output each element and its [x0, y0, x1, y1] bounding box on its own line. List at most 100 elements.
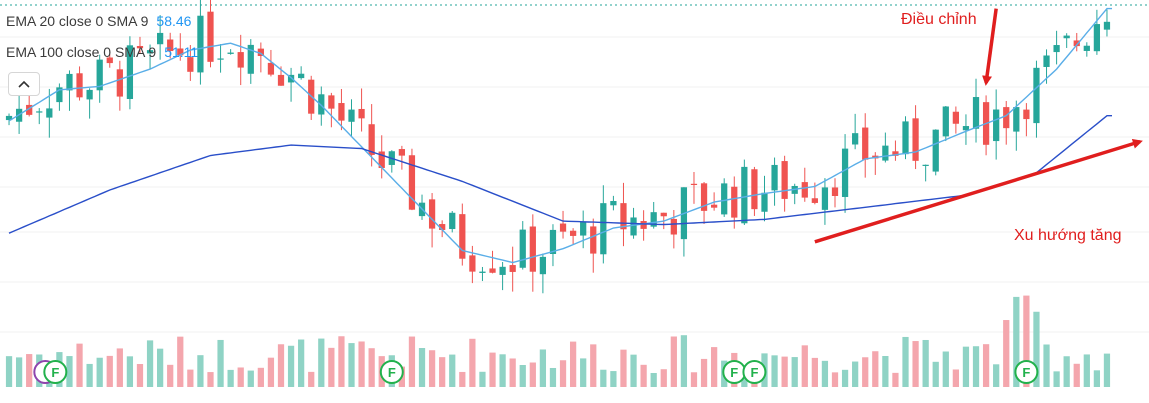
candle-body [1083, 45, 1090, 51]
candle-body [368, 124, 375, 155]
candle-body [237, 52, 244, 68]
candle-body [600, 203, 607, 255]
event-marker-f[interactable]: F [722, 360, 747, 384]
candle-body [1063, 35, 1070, 39]
candle-body [398, 149, 405, 156]
volume-bar [197, 355, 204, 387]
volume-bar [1083, 354, 1090, 387]
candle-body [26, 104, 33, 115]
volume-bar [499, 354, 506, 387]
event-ring [1014, 360, 1039, 384]
candle-body [630, 217, 637, 236]
event-marker-label: F [750, 365, 758, 380]
volume-bar [892, 372, 899, 387]
candle-body [741, 166, 748, 224]
event-marker-f[interactable]: F [1014, 360, 1039, 384]
candle-body [277, 74, 285, 86]
volume-bar [690, 372, 698, 387]
legend-ema100-label: EMA 100 close 0 SMA 9 [6, 44, 157, 60]
candle-body [852, 133, 859, 145]
candle-body [56, 87, 63, 103]
candle-body [670, 218, 677, 235]
volume-bar [1053, 371, 1060, 387]
volume-bar [841, 369, 849, 387]
candle-body [912, 118, 919, 161]
candle-body [439, 224, 446, 230]
candle-body [610, 201, 617, 206]
volume-bar [348, 343, 355, 387]
candle-body [479, 271, 486, 273]
volume-bar [630, 354, 637, 387]
candle-body [358, 108, 365, 119]
candle-body [1053, 45, 1060, 53]
event-marker-f[interactable]: F [379, 360, 404, 384]
candle-body [489, 268, 496, 273]
candle-body [1093, 24, 1101, 52]
annotation-arrow [814, 138, 1143, 244]
candle-body [972, 97, 980, 129]
volume-bar [1093, 370, 1101, 387]
volume-bar [902, 336, 909, 387]
event-marker-f[interactable]: F [33, 360, 68, 384]
volume-bar [660, 369, 667, 387]
legend-ema100[interactable]: EMA 100 close 0 SMA 9 51.11 [6, 44, 198, 60]
candle-body [76, 73, 83, 98]
candle-body [620, 203, 627, 230]
candle-body [328, 95, 335, 109]
annotation-arrows [814, 8, 1143, 244]
volume-bar [580, 358, 587, 387]
ema20-line [8, 7, 1112, 264]
candle-body [187, 57, 194, 72]
volume-bar [358, 341, 365, 387]
candle-body [660, 212, 667, 217]
volume-bar [96, 357, 103, 387]
volume-bar [569, 341, 577, 387]
volume-bar [882, 355, 889, 387]
volume-bar [862, 357, 869, 387]
volume-bar [781, 356, 788, 387]
volume-bar [146, 340, 154, 387]
volume-bar [76, 343, 83, 387]
candle-body [590, 226, 597, 254]
candle-body [267, 62, 275, 75]
candle-body [902, 121, 909, 155]
volume-bar [509, 358, 516, 387]
chart-grid [0, 36, 1149, 333]
candle-body [146, 50, 154, 54]
volume-bar [459, 371, 466, 387]
candle-body [217, 58, 224, 60]
legend-collapse-button[interactable] [8, 72, 40, 96]
volume-bar [207, 372, 214, 387]
candle-body [761, 192, 768, 212]
volume-bar [610, 371, 617, 387]
annotation-uptrend: Xu hướng tăng [1014, 227, 1122, 244]
volume-bar [821, 360, 829, 387]
candle-body [781, 161, 788, 199]
candle-body [116, 69, 123, 97]
candle-body [408, 155, 416, 210]
volume-bar [257, 367, 264, 387]
candle-body [1023, 109, 1030, 120]
volume-bar [680, 335, 688, 387]
candle-body [862, 127, 869, 160]
candle-body [247, 44, 254, 74]
legend-ema20[interactable]: EMA 20 close 0 SMA 9 58.46 [6, 13, 191, 29]
volume-bar [86, 363, 93, 387]
candle-body [509, 265, 516, 272]
volume-bar [972, 346, 980, 387]
volume-bar [1073, 363, 1080, 387]
ema100-line [8, 115, 1112, 234]
volume-bar [982, 344, 990, 387]
event-marker-f[interactable]: F [742, 360, 767, 384]
volume-bar [318, 338, 325, 387]
volume-bar [287, 345, 295, 387]
candle-body [197, 15, 204, 73]
volume-bar [912, 341, 919, 387]
event-marker-label: F [1022, 365, 1030, 380]
volume-bar [791, 357, 798, 387]
candle-body [318, 94, 325, 115]
volume-bar [177, 336, 184, 387]
volume-bar [539, 349, 547, 387]
volume-bar [711, 347, 718, 387]
